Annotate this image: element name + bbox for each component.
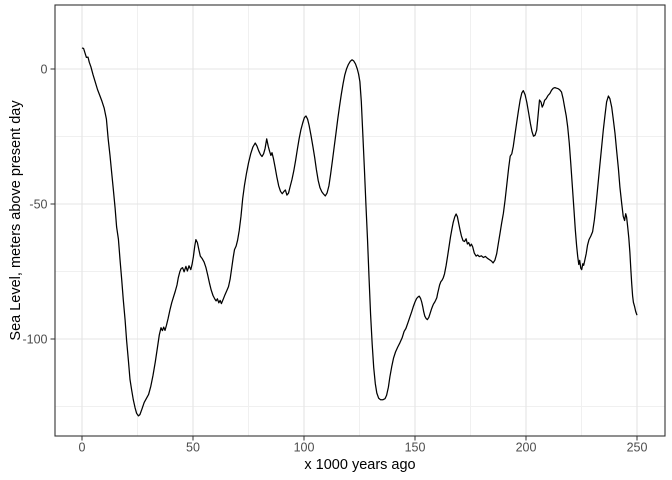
x-tick-label: 50 <box>186 441 200 455</box>
grid-major <box>55 5 665 436</box>
x-tick-label: 0 <box>79 441 86 455</box>
x-tick-label: 200 <box>516 441 537 455</box>
sea-level-line <box>81 47 638 417</box>
x-tick-label: 150 <box>405 441 426 455</box>
x-tick-label: 250 <box>627 441 648 455</box>
axis-ticks <box>50 68 638 441</box>
panel-border <box>54 4 666 437</box>
x-axis-title: x 1000 years ago <box>304 457 415 473</box>
x-tick-label: 100 <box>294 441 315 455</box>
y-tick-label: -100 <box>22 332 47 346</box>
y-axis-title: Sea Level, meters above present day <box>8 100 24 341</box>
y-tick-label: -50 <box>29 197 47 211</box>
y-tick-label: 0 <box>41 62 48 76</box>
